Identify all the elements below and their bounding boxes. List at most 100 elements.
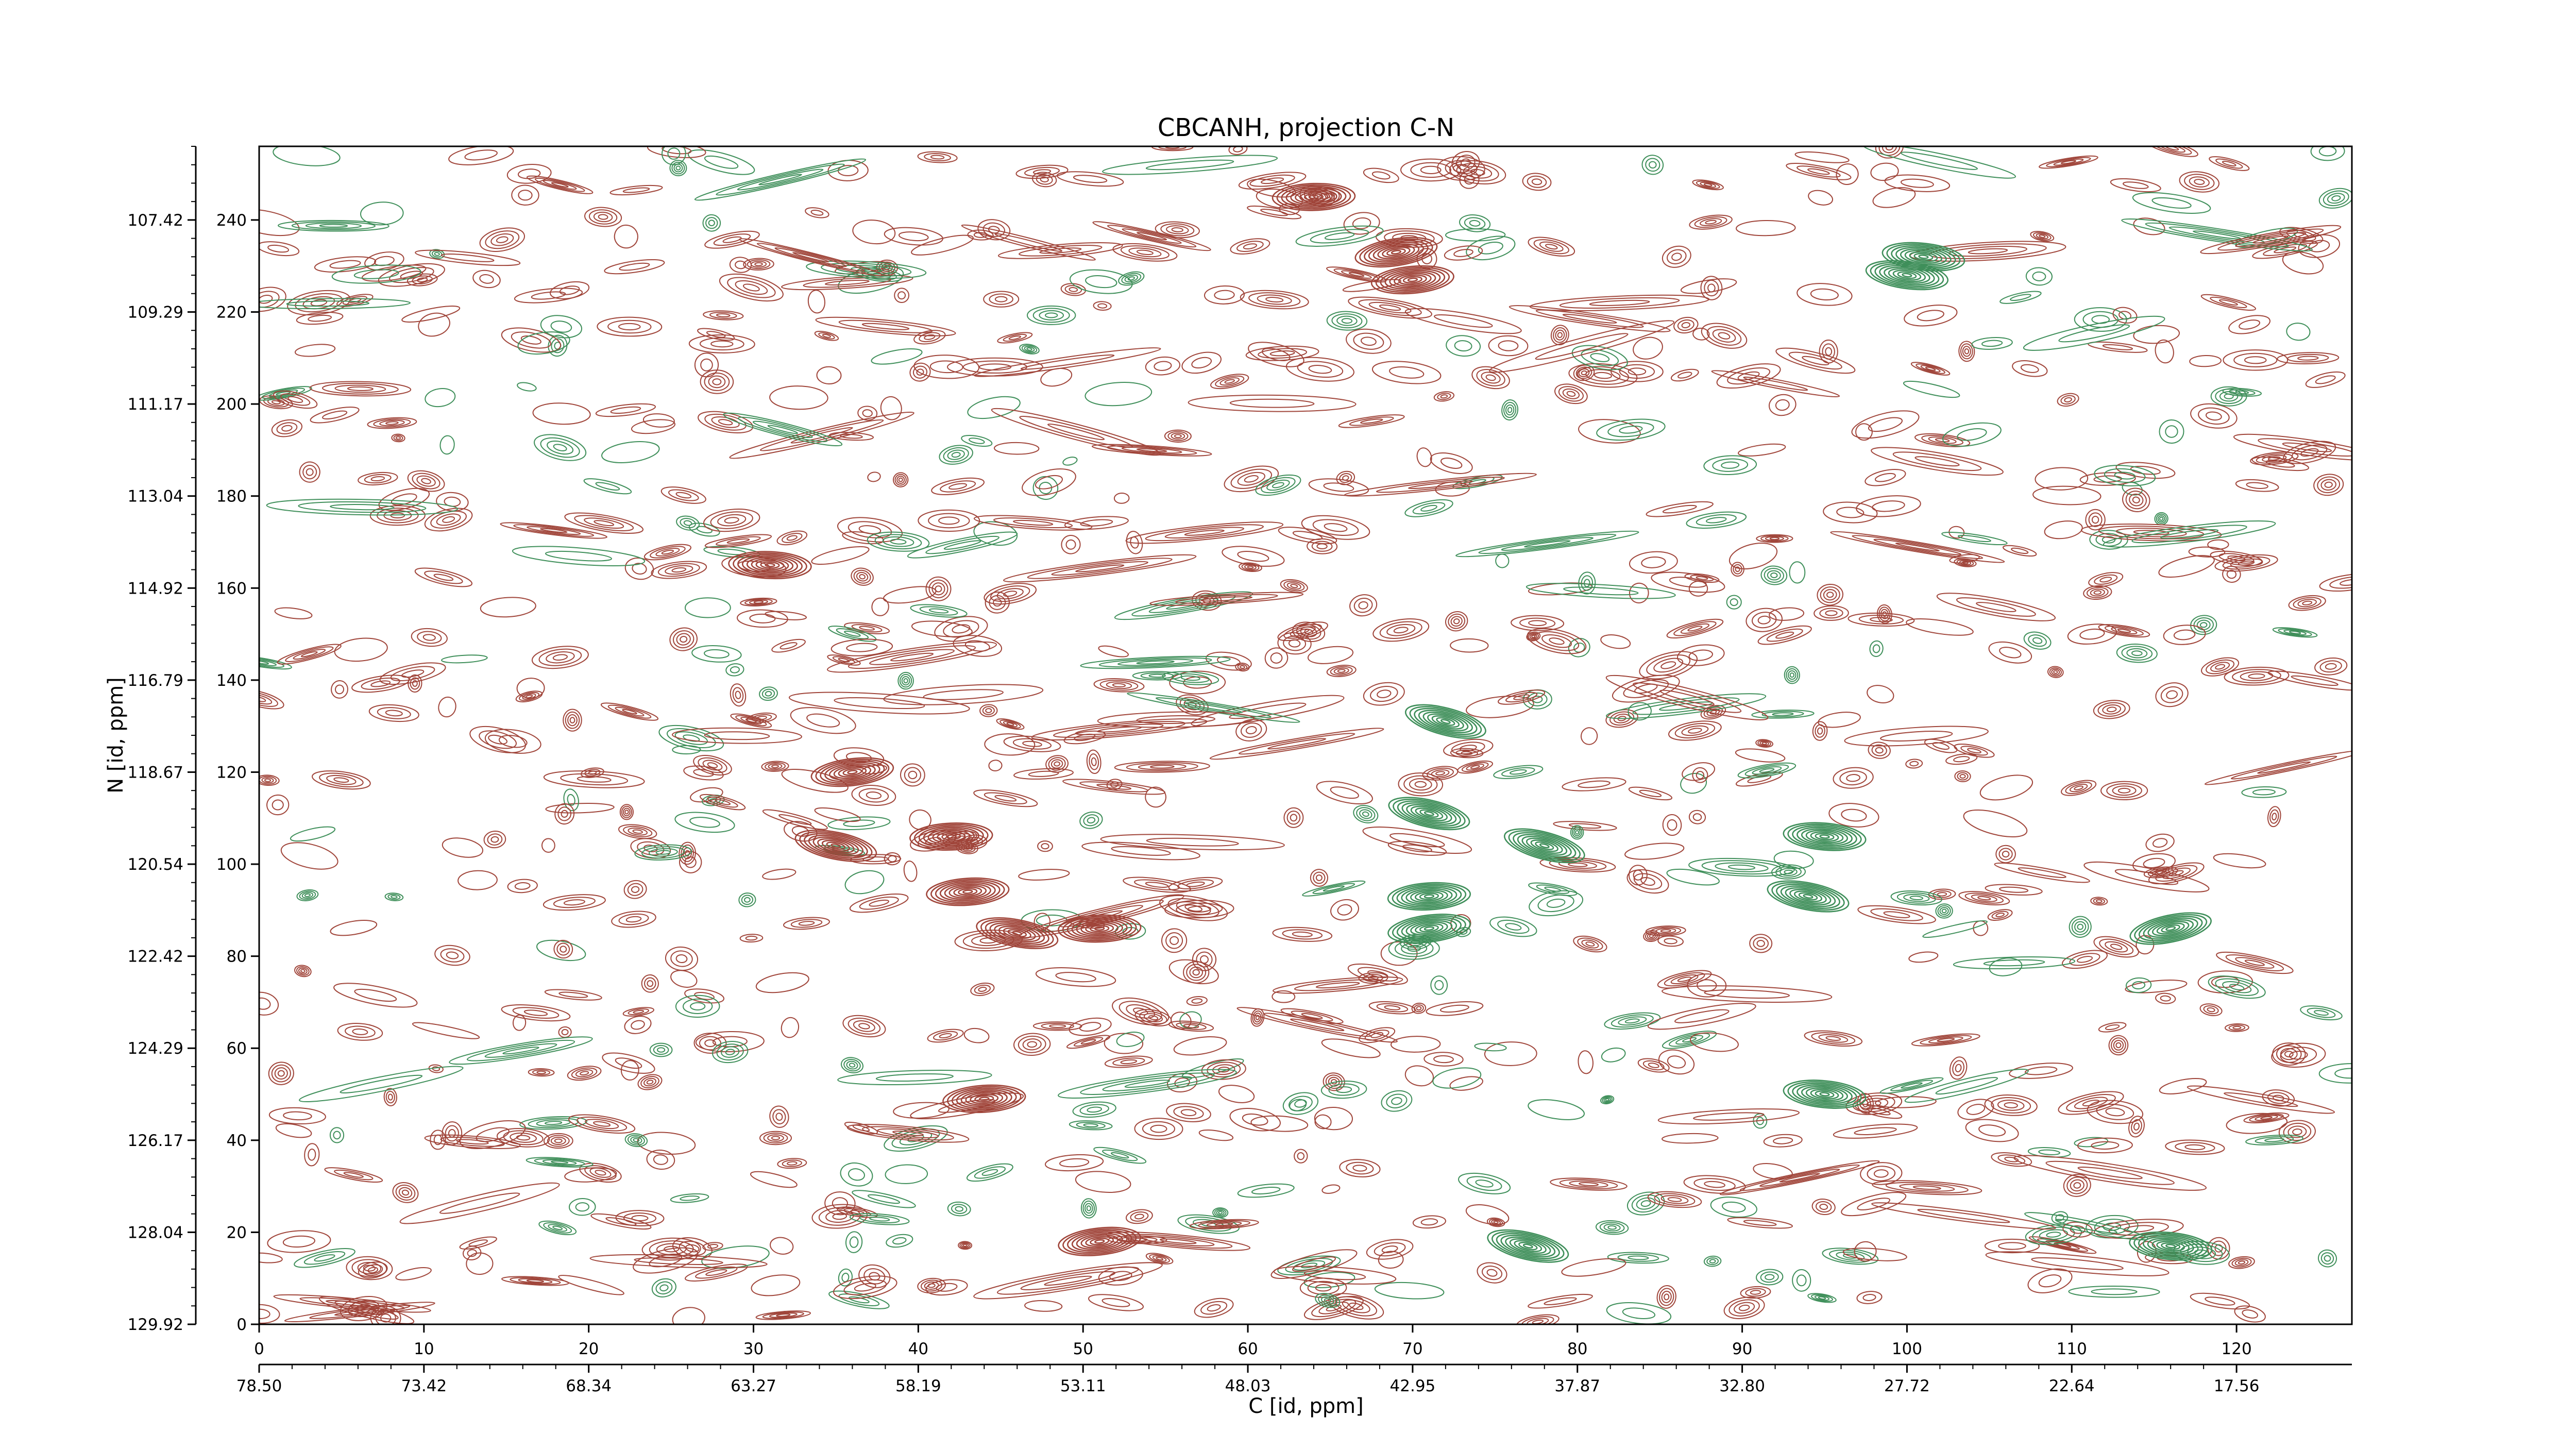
y-index-tick-label: 0 xyxy=(236,1316,247,1334)
noise-contour-positive xyxy=(528,1068,555,1077)
noise-contour-negative xyxy=(1941,531,2008,546)
noise-contour-positive xyxy=(2189,355,2222,367)
noise-contour-negative xyxy=(519,1116,588,1130)
noise-contour-negative xyxy=(1606,1302,1672,1324)
x-ppm-tick-label: 37.87 xyxy=(1554,1377,1600,1395)
noise-contour-positive xyxy=(1860,1162,1903,1185)
noise-contour-negative xyxy=(1237,1183,1295,1198)
noise-contour-negative xyxy=(2300,1005,2343,1021)
noise-contour-positive xyxy=(2093,700,2130,719)
noise-contour-negative xyxy=(1445,228,1506,242)
noise-contour-positive xyxy=(273,390,318,409)
noise-contour-positive xyxy=(2093,936,2139,958)
noise-contour-positive xyxy=(2133,325,2180,344)
noise-contour-positive xyxy=(1168,877,1223,892)
noise-contour-positive xyxy=(1745,608,1783,632)
peak-negative xyxy=(1783,822,1867,851)
noise-contour-positive xyxy=(765,611,807,620)
noise-contour-positive xyxy=(844,1121,878,1135)
noise-contour-positive xyxy=(814,330,839,341)
noise-contour-positive xyxy=(2044,520,2083,540)
noise-contour-positive xyxy=(590,1213,652,1230)
y-ppm-tick-label: 113.04 xyxy=(128,487,183,506)
noise-contour-positive xyxy=(2100,781,2148,801)
noise-contour-positive xyxy=(314,256,377,273)
streak-contour xyxy=(1775,347,1856,374)
noise-contour-positive xyxy=(1749,934,1773,953)
streak-contour xyxy=(827,641,997,673)
noise-contour-positive xyxy=(1330,899,1359,921)
x-ppm-tick-label: 73.42 xyxy=(401,1377,447,1395)
noise-contour-negative xyxy=(871,348,923,365)
x-index-tick-label: 120 xyxy=(2222,1340,2252,1358)
noise-contour-negative xyxy=(1069,269,1133,294)
noise-contour-positive xyxy=(1113,492,1130,504)
noise-contour-positive xyxy=(553,939,573,959)
peak-negative xyxy=(1767,880,1850,913)
streak-contour xyxy=(2068,1285,2160,1298)
noise-contour-positive xyxy=(1450,748,1484,759)
noise-contour-positive xyxy=(631,419,676,434)
noise-contour-positive xyxy=(883,586,937,604)
noise-contour-positive xyxy=(1818,712,1861,728)
noise-contour-positive xyxy=(369,505,426,526)
streak-contour xyxy=(589,1254,768,1269)
noise-contour-positive xyxy=(893,472,909,487)
noise-contour-positive xyxy=(1183,961,1210,984)
streak-contour xyxy=(319,1296,415,1324)
peak-positive xyxy=(1057,914,1142,943)
noise-contour-positive xyxy=(1314,1114,1332,1130)
x-index-tick-label: 30 xyxy=(743,1340,764,1358)
streak-contour xyxy=(1833,1123,1918,1139)
noise-contour-negative xyxy=(1726,595,1742,610)
noise-contour-positive xyxy=(595,403,656,417)
noise-contour-negative xyxy=(1315,1293,1341,1308)
noise-contour-positive xyxy=(1466,696,1534,718)
x-ppm-tick-label: 78.50 xyxy=(236,1377,282,1395)
noise-contour-negative xyxy=(1596,418,1666,441)
noise-contour-negative xyxy=(1326,311,1368,331)
noise-contour-positive xyxy=(1856,1291,1883,1304)
noise-contour-positive xyxy=(1032,1021,1082,1031)
peak-positive xyxy=(926,877,1010,906)
noise-contour-negative xyxy=(2125,977,2152,993)
noise-contour-positive xyxy=(1086,749,1101,774)
noise-contour-positive xyxy=(1045,755,1069,773)
noise-contour-positive xyxy=(842,531,884,545)
noise-contour-positive xyxy=(683,765,724,781)
peak-negative xyxy=(1387,882,1471,911)
noise-contour-positive xyxy=(1235,719,1267,742)
noise-contour-positive xyxy=(1700,276,1723,300)
noise-contour-positive xyxy=(1104,1055,1153,1068)
noise-contour-positive xyxy=(2088,572,2124,587)
noise-contour-negative xyxy=(294,1248,355,1268)
y-ppm-tick-label: 116.79 xyxy=(128,671,183,690)
noise-contour-positive xyxy=(1874,1096,1937,1108)
noise-contour-positive xyxy=(2009,1063,2073,1079)
noise-contour-positive xyxy=(2228,315,2270,334)
noise-contour-negative xyxy=(1680,772,1707,794)
streak-contour xyxy=(2103,520,2276,548)
noise-contour-positive xyxy=(1949,554,1980,564)
noise-contour-positive xyxy=(1769,394,1797,416)
noise-contour-positive xyxy=(512,1014,527,1031)
noise-contour-positive xyxy=(1855,423,1873,441)
noise-contour-positive xyxy=(2122,487,2150,512)
noise-contour-positive xyxy=(1186,996,1208,1006)
noise-contour-positive xyxy=(1662,1133,1719,1144)
noise-contour-positive xyxy=(1339,1159,1381,1177)
noise-contour-positive xyxy=(1735,748,1786,763)
peak-negative xyxy=(1865,260,1949,291)
noise-contour-negative xyxy=(1116,1032,1145,1047)
noise-contour-positive xyxy=(1804,1030,1863,1047)
noise-contour-positive xyxy=(1738,443,1786,457)
noise-contour-positive xyxy=(857,406,878,421)
noise-contour-positive xyxy=(1867,685,1894,703)
noise-contour-positive xyxy=(750,1171,798,1188)
noise-contour-negative xyxy=(1289,1099,1307,1111)
y-ppm-tick-label: 129.92 xyxy=(128,1316,183,1334)
noise-contour-negative xyxy=(939,445,973,465)
noise-contour-negative xyxy=(441,654,488,664)
noise-contour-positive xyxy=(1908,951,1939,963)
noise-contour-negative xyxy=(2116,644,2158,663)
